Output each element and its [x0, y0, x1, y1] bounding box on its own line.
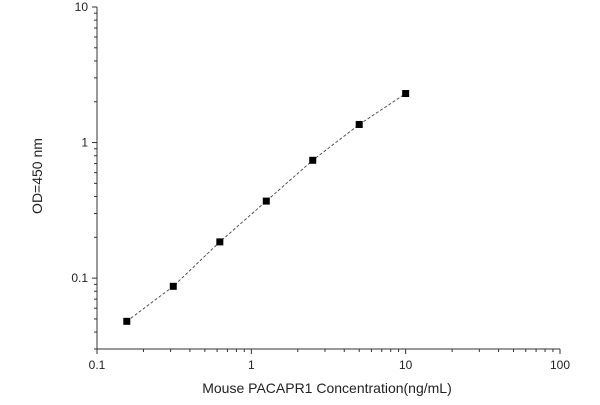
- fit-curve-layer: [126, 93, 406, 322]
- x-tick-label: 10: [399, 358, 413, 372]
- data-point: [123, 317, 131, 325]
- data-point: [216, 238, 224, 246]
- fit-curve: [126, 93, 406, 322]
- x-tick-label: 1: [248, 358, 255, 372]
- x-tick-label: 100: [550, 358, 570, 372]
- tick-labels: 0.1 1 10 100 0.1 1 10: [71, 0, 570, 372]
- data-point: [402, 90, 410, 98]
- data-point: [309, 156, 317, 164]
- y-tick-label: 0.1: [71, 271, 88, 285]
- data-point: [355, 120, 363, 128]
- axes: [92, 6, 561, 354]
- y-tick-label: 1: [81, 136, 88, 150]
- data-point: [169, 282, 177, 290]
- x-axis-title: Mouse PACAPR1 Concentration(ng/mL): [202, 380, 452, 396]
- y-axis-title: OD=450 nm: [29, 138, 45, 214]
- y-tick-label: 10: [75, 0, 89, 14]
- data-point: [262, 197, 270, 205]
- x-tick-label: 0.1: [89, 358, 106, 372]
- data-points: [123, 90, 410, 325]
